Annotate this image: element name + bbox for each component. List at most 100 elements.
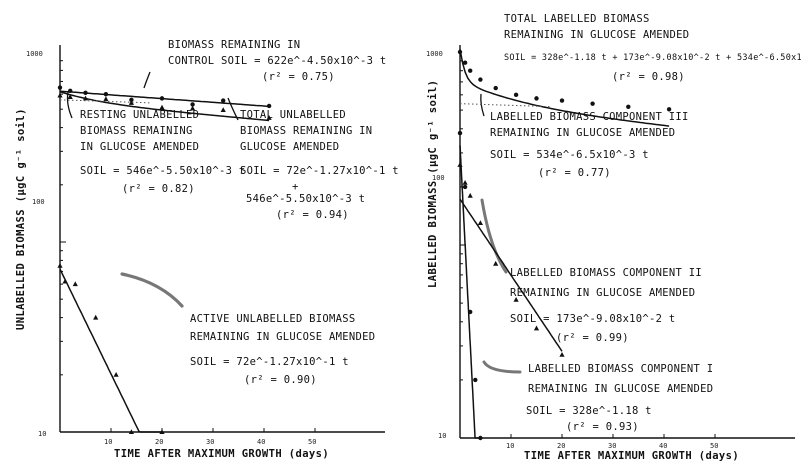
left-ann-resting-1: RESTING UNLABELLED (80, 109, 199, 121)
left-series-1-point (266, 115, 272, 120)
left-series-1-point (82, 95, 89, 101)
right-x-axis-label: TIME AFTER MAXIMUM GROWTH (days) (524, 450, 739, 462)
left-arrow-active (120, 272, 184, 308)
left-series-0-point (190, 102, 195, 107)
left-ann-total-4: SOIL = 72e^-1.27x10^-1 t (240, 165, 399, 177)
left-series-0-point (83, 90, 88, 95)
right-panel: 1000 100 10 10 20 30 40 50 TIME AFTER MA… (426, 13, 801, 462)
right-series-1-point (462, 180, 468, 185)
right-y-axis-label: LABELLED BIOMASS (µgC g⁻¹ soil) (427, 80, 439, 288)
right-arrow-c2 (480, 198, 508, 274)
right-ticks (460, 60, 716, 439)
left-xtick-10: 10 (104, 438, 112, 446)
left-series-1-point (67, 94, 73, 99)
right-ytick-1000: 1000 (426, 50, 443, 58)
right-series-0-point (590, 101, 595, 106)
right-ytick-10: 10 (438, 432, 446, 440)
right-xtick-30: 30 (608, 442, 616, 450)
left-y-axis-label: UNLABELLED BIOMASS (µgC g⁻¹ soil) (15, 108, 27, 330)
left-ann-resting-3: IN GLUCOSE AMENDED (80, 141, 199, 153)
left-series-1-fit-line (59, 90, 270, 122)
left-series-2-point (62, 278, 68, 284)
left-ticks (60, 60, 316, 433)
left-arrow-control (143, 71, 151, 89)
right-arrow-c1 (482, 360, 522, 374)
left-series-2-point (113, 372, 119, 377)
left-series-0-point (159, 96, 165, 101)
right-ann-c3-4: (r² = 0.77) (538, 167, 611, 179)
left-xtick-40: 40 (257, 438, 265, 446)
right-ann-c2-3: SOIL = 173e^-9.08x10^-2 t (510, 313, 676, 325)
left-ann-resting-2: BIOMASS REMAINING (80, 125, 193, 137)
right-series-1-point (467, 192, 473, 198)
left-series-1-point (103, 96, 109, 102)
left-xtick-50: 50 (308, 438, 316, 446)
right-ann-c1-1: LABELLED BIOMASS COMPONENT I (528, 363, 713, 375)
right-series-0-fit-line (459, 48, 670, 127)
right-ann-total-2: REMAINING IN GLUCOSE AMENDED (504, 29, 689, 41)
right-ann-c1-3: SOIL = 328e^-1.18 t (526, 405, 652, 417)
right-ann-c3-3: SOIL = 534e^-6.5x10^-3 t (490, 149, 649, 161)
right-ann-total-4: (r² = 0.98) (612, 71, 685, 83)
right-series-0-point (534, 96, 539, 101)
right-series-2-point (478, 435, 483, 441)
left-ann-control-1: BIOMASS REMAINING IN (168, 39, 300, 51)
left-series-0-point (221, 98, 226, 103)
left-series-2-point (72, 281, 78, 287)
left-ann-total-3: GLUCOSE AMENDED (240, 141, 339, 153)
left-series-1-point (190, 105, 196, 111)
left-ann-active-1: ACTIVE UNLABELLED BIOMASS (190, 313, 356, 325)
left-ann-active-4: (r² = 0.90) (244, 374, 317, 386)
right-series-1-point (533, 325, 540, 331)
right-ann-c1-2: REMAINING IN GLUCOSE AMENDED (528, 383, 713, 395)
left-series-2-point (57, 262, 63, 268)
left-ytick-10: 10 (38, 430, 46, 438)
left-series-0-fit-line (59, 90, 270, 108)
left-series-0-point (129, 97, 134, 103)
left-series-1-point (128, 100, 134, 105)
left-ann-resting-5: (r² = 0.82) (122, 183, 195, 195)
left-series-0-point (266, 103, 272, 109)
right-series-0-point (493, 85, 498, 91)
right-ann-c2-1: LABELLED BIOMASS COMPONENT II (510, 267, 702, 279)
left-series-1-point (159, 104, 165, 110)
right-xtick-50: 50 (710, 442, 718, 450)
left-ytick-1000: 1000 (26, 50, 43, 58)
right-series-0-point (462, 60, 468, 65)
left-dotted-guide (59, 99, 151, 104)
left-ann-control-2: CONTROL SOIL = 622e^-4.50x10^-3 t (168, 55, 387, 67)
left-xtick-30: 30 (206, 438, 214, 446)
right-series-2-point (462, 184, 468, 190)
right-series-2-fit-line (459, 145, 481, 439)
left-series-2-point (128, 429, 134, 434)
left-series-0-point (57, 85, 63, 90)
left-ytick-100: 100 (32, 198, 45, 206)
left-ann-control-3: (r² = 0.75) (262, 71, 335, 83)
right-series-0-point (468, 68, 473, 73)
right-series-0-point (666, 107, 672, 112)
left-series-1-point (220, 107, 226, 113)
left-series-2-fit-line (59, 268, 162, 433)
left-ann-resting-4: SOIL = 546e^-5.50x10^-3 t (80, 165, 246, 177)
left-series-0-point (103, 91, 109, 97)
right-series-1-point (513, 297, 519, 302)
right-ann-c1-4: (r² = 0.93) (566, 421, 639, 433)
right-ann-c3-2: REMAINING IN GLUCOSE AMENDED (490, 127, 675, 139)
right-ann-total-1: TOTAL LABELLED BIOMASS (504, 13, 650, 25)
right-series-2-point (473, 377, 478, 383)
right-series-1-point (493, 260, 499, 266)
left-ann-total-6: 546e^-5.50x10^-3 t (246, 193, 365, 205)
left-x-axis-label: TIME AFTER MAXIMUM GROWTH (days) (114, 448, 329, 460)
right-series-0-point (457, 49, 463, 55)
data-marks (57, 48, 672, 441)
left-ann-active-3: SOIL = 72e^-1.27x10^-1 t (190, 356, 349, 368)
left-panel: 1000 100 10 10 20 30 40 50 TIME AFTER MA… (15, 39, 399, 460)
right-ann-c2-2: REMAINING IN GLUCOSE AMENDED (510, 287, 695, 299)
left-series-2-point (159, 429, 165, 434)
left-ann-total-1: TOTAL UNLABELLED (240, 109, 346, 121)
right-series-2-point (468, 309, 473, 315)
right-ann-c2-4: (r² = 0.99) (556, 332, 629, 344)
right-series-0-point (626, 104, 631, 110)
